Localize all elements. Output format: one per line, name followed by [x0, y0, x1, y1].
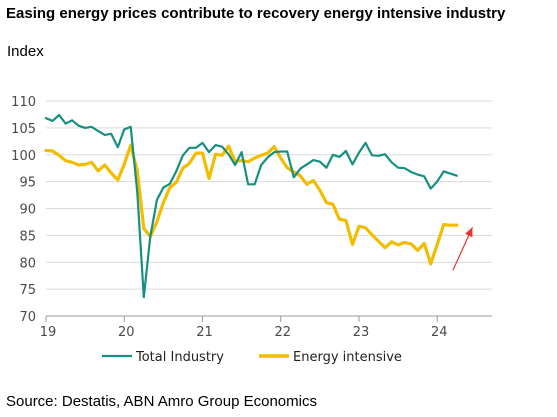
legend-label: Total Industry	[135, 350, 224, 365]
legend-label: Energy intensive	[293, 350, 402, 365]
y-tick-label: 80	[19, 256, 36, 271]
x-tick-label: 20	[118, 325, 135, 340]
grid-lines	[46, 100, 492, 290]
y-tick-label: 95	[19, 176, 36, 191]
y-tick-label: 70	[19, 310, 36, 325]
chart-title: Easing energy prices contribute to recov…	[6, 5, 506, 22]
series-line-total-industry	[44, 113, 458, 299]
series-line-energy-intensive	[44, 143, 459, 266]
axes	[45, 315, 492, 322]
y-tick-label: 90	[19, 203, 36, 218]
y-unit-label: Index	[7, 43, 44, 60]
annotations	[452, 227, 473, 271]
y-tick-label: 105	[11, 122, 36, 137]
trend-arrow-icon	[465, 227, 473, 238]
y-tick-label: 110	[11, 95, 36, 110]
x-tick-label: 21	[196, 325, 213, 340]
series-lines	[44, 113, 459, 299]
y-tick-label: 100	[11, 149, 36, 164]
source-note: Source: Destatis, ABN Amro Group Economi…	[6, 393, 317, 410]
legend-total-industry: Total Industry	[102, 350, 224, 365]
tick-labels: 70 75 80 85 90 95 100 105 110 19 20 21 22 23 24	[11, 95, 447, 340]
y-tick-label: 75	[19, 283, 36, 298]
x-tick-label: 22	[274, 325, 291, 340]
x-tick-label: 23	[353, 325, 370, 340]
legend: Total Industry Energy intensive	[102, 350, 402, 365]
x-tick-label: 24	[431, 325, 448, 340]
legend-energy-intensive: Energy intensive	[259, 350, 402, 365]
y-tick-label: 85	[19, 229, 36, 244]
x-tick-label: 19	[40, 325, 57, 340]
